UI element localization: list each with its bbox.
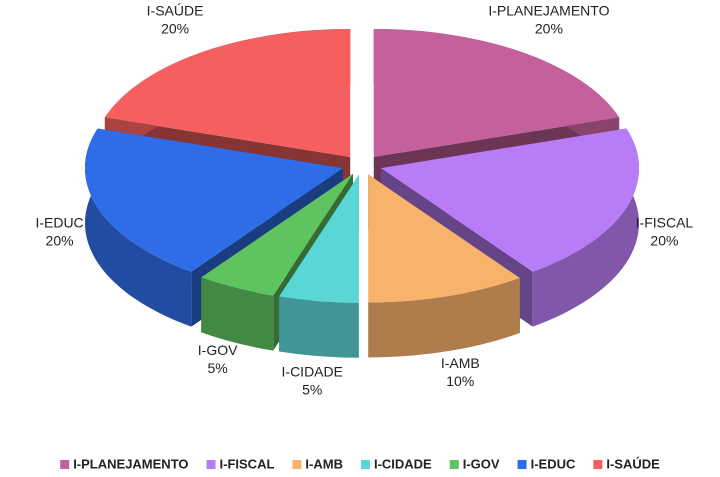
- legend: I-PLANEJAMENTO I-FISCAL I-AMB I-CIDADE I-GOV…: [60, 456, 660, 471]
- data-label-name: I-PLANEJAMENTO: [488, 3, 609, 19]
- data-label-name: I-AMB: [441, 355, 480, 371]
- slice-wall: [84, 128, 192, 327]
- slice: [368, 174, 520, 358]
- legend-item: I-AMB: [292, 456, 343, 471]
- legend-label: I-EDUC: [531, 456, 576, 471]
- slice-top: [201, 173, 353, 296]
- slice-wall: [279, 296, 359, 358]
- legend-label: I-SAÚDE: [606, 456, 660, 471]
- legend-swatch: [60, 460, 70, 469]
- data-label-value: 10%: [446, 373, 474, 389]
- legend-swatch: [206, 460, 216, 469]
- legend-label: I-AMB: [305, 456, 343, 471]
- slice-top: [381, 128, 640, 272]
- data-label-name: I-CIDADE: [282, 363, 343, 379]
- data-label-name: I-EDUC: [35, 214, 83, 230]
- slice-top: [104, 28, 351, 157]
- data-label-value: 20%: [650, 232, 678, 248]
- data-label-value: 20%: [535, 21, 563, 37]
- legend-item: I-FISCAL: [206, 456, 275, 471]
- legend-label: I-PLANEJAMENTO: [73, 456, 188, 471]
- slice-wall: [532, 128, 640, 327]
- legend-swatch: [593, 460, 603, 469]
- legend-label: I-FISCAL: [220, 456, 275, 471]
- data-label-name: I-GOV: [198, 342, 238, 358]
- legend-label: I-GOV: [463, 456, 500, 471]
- legend-swatch: [292, 460, 302, 469]
- data-label-value: 5%: [208, 360, 228, 376]
- legend-swatch: [449, 460, 459, 469]
- slice-wall: [201, 277, 274, 351]
- data-label-value: 20%: [46, 232, 74, 248]
- legend-item: I-GOV: [449, 456, 500, 471]
- slice-top: [84, 128, 343, 272]
- legend-item: I-PLANEJAMENTO: [60, 456, 189, 471]
- slice-wall: [368, 277, 520, 358]
- legend-swatch: [517, 460, 527, 469]
- slice: [279, 174, 359, 358]
- data-label-name: I-SAÚDE: [147, 3, 204, 19]
- legend-item: I-CIDADE: [360, 456, 432, 471]
- legend-swatch: [360, 460, 370, 469]
- data-label-value: 5%: [302, 381, 322, 397]
- legend-item: I-SAÚDE: [593, 456, 660, 471]
- slice-top: [279, 174, 359, 303]
- slice-top: [368, 174, 520, 303]
- data-label-value: 20%: [161, 21, 189, 37]
- slice-top: [373, 28, 620, 157]
- data-label-name: I-FISCAL: [636, 214, 694, 230]
- legend-label: I-CIDADE: [374, 456, 432, 471]
- legend-item: I-EDUC: [517, 456, 576, 471]
